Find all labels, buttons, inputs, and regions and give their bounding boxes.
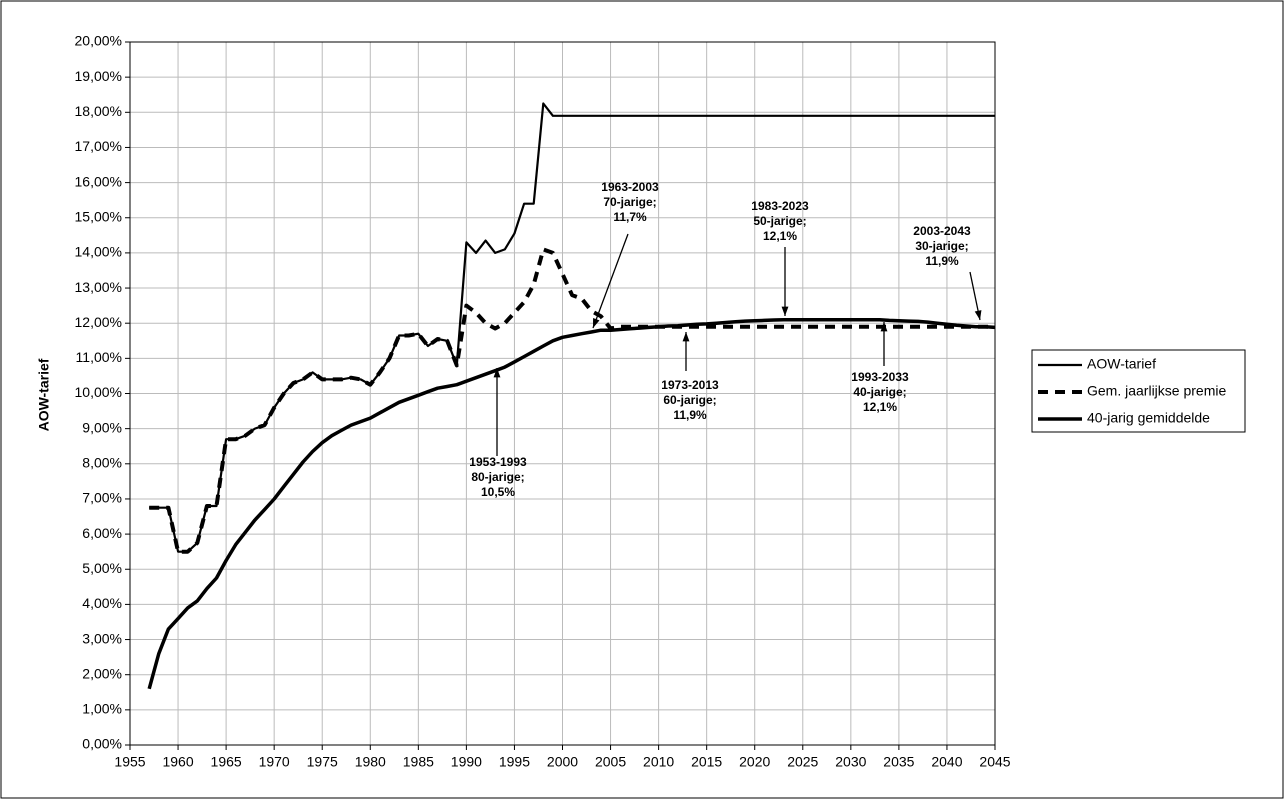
- annotation-arrow: [592, 233, 629, 329]
- annotation-text: 30-jarige;: [915, 239, 968, 253]
- annotation-text: 50-jarige;: [753, 214, 806, 228]
- arrow-head: [593, 318, 600, 328]
- y-tick-label: 19,00%: [75, 68, 122, 84]
- y-tick-label: 10,00%: [75, 384, 122, 400]
- x-tick-label: 2020: [739, 754, 770, 770]
- y-tick-label: 4,00%: [82, 595, 122, 611]
- y-tick-label: 15,00%: [75, 208, 122, 224]
- legend-label: Gem. jaarlijkse premie: [1087, 383, 1226, 399]
- legend-label: 40-jarig gemiddelde: [1087, 410, 1210, 426]
- x-tick-label: 2040: [931, 754, 962, 770]
- y-tick-label: 16,00%: [75, 173, 122, 189]
- y-tick-label: 18,00%: [75, 103, 122, 119]
- annotation-text: 1953-1993: [469, 455, 527, 469]
- y-tick-label: 7,00%: [82, 490, 122, 506]
- annotation-text: 2003-2043: [913, 224, 971, 238]
- x-tick-label: 2010: [643, 754, 674, 770]
- y-tick-label: 2,00%: [82, 665, 122, 681]
- x-tick-label: 2005: [595, 754, 626, 770]
- x-tick-label: 1990: [451, 754, 482, 770]
- x-tick-label: 1955: [114, 754, 145, 770]
- annotation-text: 70-jarige;: [603, 195, 656, 209]
- x-tick-label: 1970: [259, 754, 290, 770]
- arrow-head: [781, 306, 789, 316]
- annotation-text: 1983-2023: [751, 199, 809, 213]
- annotation-text: 12,1%: [763, 229, 797, 243]
- annotation-text: 60-jarige;: [663, 393, 716, 407]
- y-tick-label: 14,00%: [75, 244, 122, 260]
- y-tick-label: 11,00%: [76, 349, 122, 365]
- annotation-text: 1993-2033: [851, 370, 909, 384]
- annotation-text: 1973-2013: [661, 378, 719, 392]
- y-tick-label: 9,00%: [82, 419, 122, 435]
- arrow-head: [682, 332, 690, 342]
- x-tick-label: 1980: [355, 754, 386, 770]
- x-tick-label: 1995: [499, 754, 530, 770]
- x-tick-label: 1965: [211, 754, 242, 770]
- data-line: [147, 317, 996, 690]
- data-line: [149, 247, 995, 554]
- annotation-text: 10,5%: [481, 485, 515, 499]
- arrow-head: [974, 310, 982, 320]
- y-tick-label: 20,00%: [75, 33, 122, 49]
- arrow-head: [880, 322, 888, 332]
- x-tick-label: 1960: [162, 754, 193, 770]
- x-tick-label: 2035: [883, 754, 914, 770]
- legend-label: AOW-tarief: [1087, 356, 1156, 372]
- x-tick-label: 2025: [787, 754, 818, 770]
- annotation-text: 11,7%: [613, 210, 647, 224]
- annotation-text: 11,9%: [925, 254, 959, 268]
- plot-frame: [129, 41, 996, 746]
- x-tick-label: 2015: [691, 754, 722, 770]
- x-tick-label: 2045: [979, 754, 1010, 770]
- y-tick-label: 5,00%: [82, 560, 122, 576]
- annotation-text: 12,1%: [863, 400, 897, 414]
- annotation-text: 40-jarige;: [853, 385, 906, 399]
- y-tick-label: 6,00%: [82, 525, 122, 541]
- y-tick-label: 8,00%: [82, 455, 122, 471]
- annotation-text: 1963-2003: [601, 180, 659, 194]
- x-tick-label: 1975: [307, 754, 338, 770]
- y-tick-label: 3,00%: [82, 630, 122, 646]
- x-tick-label: 2030: [835, 754, 866, 770]
- y-tick-label: 12,00%: [75, 314, 122, 330]
- y-tick-label: 0,00%: [82, 736, 122, 752]
- x-tick-label: 2000: [547, 754, 578, 770]
- y-axis-label: AOW-tarief: [36, 358, 52, 431]
- arrow-head: [493, 368, 501, 378]
- y-tick-label: 1,00%: [82, 701, 122, 717]
- y-tick-label: 17,00%: [75, 138, 122, 154]
- annotation-text: 80-jarige;: [471, 470, 524, 484]
- y-tick-label: 13,00%: [75, 279, 122, 295]
- x-tick-label: 1985: [403, 754, 434, 770]
- annotation-text: 11,9%: [673, 408, 707, 422]
